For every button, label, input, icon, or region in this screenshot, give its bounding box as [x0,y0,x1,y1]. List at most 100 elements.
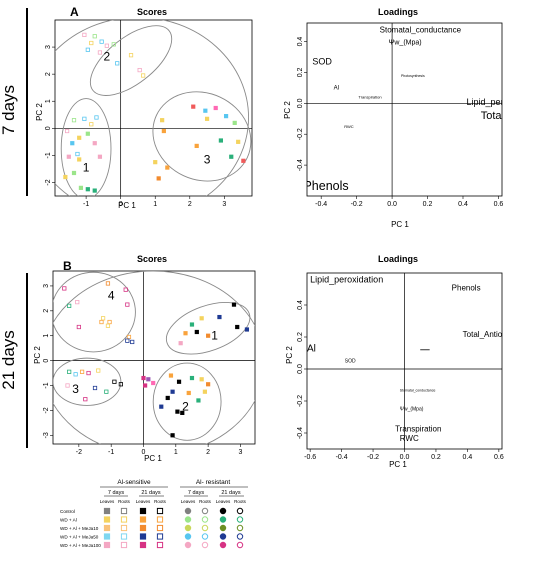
group-label: 1 [211,328,218,342]
score-point [104,389,109,394]
legend-marker [139,524,147,532]
score-point [125,302,130,307]
legend-marker [120,533,128,540]
loading-label: Ψw_(Mpa) [389,40,422,47]
group-label: 3 [204,153,211,167]
score-point [156,176,161,181]
x-tick-label: 0.0 [387,201,397,208]
score-point [85,47,90,52]
score-point [89,40,94,46]
score-point [107,319,112,325]
score-point [223,114,229,119]
score-point [83,397,88,402]
loading-label: Photosynthesis [401,74,425,78]
loading-label: Stomatal_conductance [380,25,462,34]
score-point [79,369,85,374]
score-point [115,61,120,66]
plot-frame [52,270,256,445]
loading-label: Total_Antioxidants [463,330,528,339]
group-ellipse [53,357,122,406]
score-point [170,433,175,438]
y-tick-label: -2 [45,179,52,185]
score-point [82,32,87,37]
score-point [203,108,208,113]
score-point [170,389,175,394]
legend-marker [120,541,128,549]
score-point [229,154,234,159]
score-point [168,373,174,378]
legend-rows: Control WD + Al WD + Al + MeJa10 WD + Al + … [60,507,244,549]
legend-marker [156,507,164,515]
score-point [206,333,211,338]
y-tick-label: -0.2 [297,395,304,407]
score-point [218,138,223,143]
y-tick-label: 0.0 [297,98,304,108]
x-tick-label: -0.4 [315,201,327,208]
legend-marker [201,533,209,540]
x-axis-label: PC 1 [391,220,409,229]
group-ellipse [165,301,251,355]
y-axis-label: PC 2 [285,346,294,364]
score-point [231,302,237,307]
panel-b-letter: B [63,259,72,273]
y-tick-label: 0.4 [297,300,304,310]
x-tick-label: -0.2 [367,454,379,461]
score-point [241,158,246,163]
legend-row-label: WD + Al [60,518,77,523]
legend-marker [219,533,227,540]
legend-period-7: 7 days [188,490,204,496]
score-point [213,105,218,111]
x-tick-label: 0 [142,449,146,456]
y-tick-label: -0.4 [297,159,304,171]
score-point [71,170,77,176]
legend-marker [120,516,128,523]
score-point [141,375,146,381]
score-point [159,404,164,409]
loading-label: Lipid_peroxidation [467,97,540,107]
y-tick-label: 0 [45,126,52,130]
row-b-label: 21 days [0,330,18,390]
y-tick-label: -0.4 [297,427,304,439]
score-point [85,131,90,136]
y-tick-label: 3 [45,45,52,49]
score-point [67,303,72,308]
score-point [89,122,94,127]
legend-group-sensitive: Al-sensitive [117,479,151,486]
chart-title: Loadings [378,7,418,17]
score-point [97,154,103,159]
legend-marker [139,507,147,515]
score-point [62,286,67,291]
loading-label: Phenols [452,284,481,293]
x-tick-label: 0.6 [494,201,504,208]
loading-label: Lipid_peroxidation [310,275,383,285]
score-point [183,331,188,336]
legend-row-label: Control [60,509,75,514]
legend-marker [184,533,192,540]
legend-marker [201,516,209,523]
legend-marker [120,507,128,515]
x-tick-label: 1 [174,449,178,456]
score-point [146,377,151,382]
group-ellipse [152,362,222,441]
legend-col-leaves: Leaves [136,499,151,504]
loading-label: Al [334,85,339,91]
y-axis-label: PC 2 [33,346,42,364]
score-point [66,154,71,159]
y-tick-label: -0.2 [297,128,304,140]
legend-marker [103,524,111,532]
x-axis-label: PC 1 [144,454,162,463]
score-point [67,369,72,374]
legend-marker [236,533,244,540]
loading-label: Total_Antioxidants [481,110,550,122]
score-point [70,141,75,146]
legend-col-leaves: Leaves [216,499,231,504]
score-point [111,42,116,47]
score-point [92,385,98,391]
loading-label: SOD [312,57,332,67]
score-point [94,115,99,120]
group-ellipse [152,91,252,182]
x-tick-label: -0.6 [304,454,316,461]
score-point [82,116,87,121]
score-point [186,390,191,396]
